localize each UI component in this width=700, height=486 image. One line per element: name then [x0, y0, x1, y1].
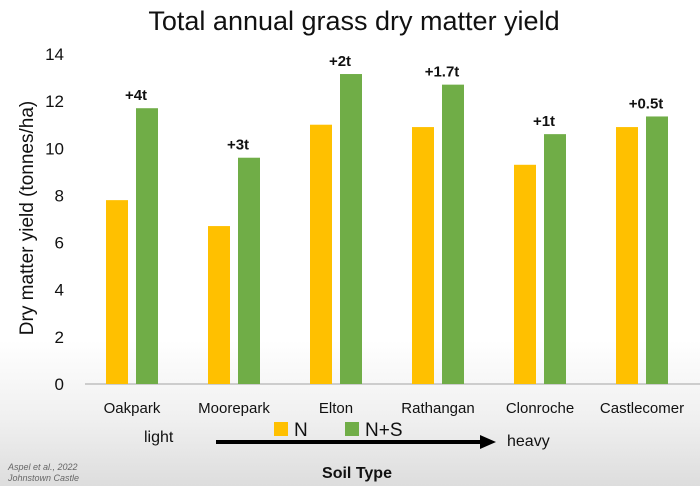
bar-n-oakpark: [106, 200, 128, 384]
x-tick-label: Elton: [319, 400, 353, 417]
bar-ns-elton: [340, 74, 362, 385]
bars: [106, 74, 668, 385]
y-tick-label: 10: [45, 139, 64, 158]
x-tick-label: Oakpark: [104, 400, 161, 417]
bar-n-moorepark: [208, 226, 230, 384]
bar-n-castlecomer: [616, 127, 638, 385]
bar-ns-clonroche: [544, 134, 566, 384]
x-tick-label: Rathangan: [401, 400, 474, 417]
heavy-label: heavy: [507, 433, 550, 450]
x-tick-label: Clonroche: [506, 400, 574, 417]
x-axis-ticks: Oakpark Moorepark Elton Rathangan Clonroche C…: [104, 400, 684, 417]
legend-label-n: N: [294, 420, 308, 441]
light-label: light: [144, 429, 174, 446]
y-tick-label: 0: [55, 375, 64, 394]
bar-ns-oakpark: [136, 108, 158, 384]
citation-line1: Aspel et al., 2022: [7, 462, 78, 472]
data-label: +2t: [329, 53, 351, 70]
y-tick-label: 2: [55, 328, 64, 347]
legend-swatch-ns: [345, 422, 359, 436]
citation-line2: Johnstown Castle: [7, 473, 79, 483]
y-tick-label: 8: [55, 186, 64, 205]
annotations: +4t +3t +2t +1.7t +1t +0.5t: [125, 53, 663, 154]
y-tick-label: 6: [55, 234, 64, 253]
data-label: +0.5t: [629, 95, 664, 112]
data-label: +3t: [227, 137, 249, 154]
data-label: +4t: [125, 87, 147, 104]
bar-n-rathangan: [412, 127, 434, 385]
legend: N N+S: [274, 420, 403, 441]
soil-scale-arrow-head: [480, 435, 496, 449]
data-label: +1t: [533, 113, 555, 130]
y-tick-label: 12: [45, 92, 64, 111]
chart-title: Total annual grass dry matter yield: [148, 6, 559, 36]
x-tick-label: Moorepark: [198, 400, 270, 417]
y-tick-label: 4: [55, 281, 64, 300]
bar-n-clonroche: [514, 164, 536, 384]
bar-ns-castlecomer: [646, 116, 668, 384]
bar-ns-rathangan: [442, 84, 464, 385]
bar-n-elton: [310, 124, 332, 384]
x-axis-label: Soil Type: [322, 465, 392, 482]
bar-ns-moorepark: [238, 157, 260, 384]
data-label: +1.7t: [425, 64, 460, 81]
legend-swatch-n: [274, 422, 288, 436]
x-tick-label: Castlecomer: [600, 400, 684, 417]
y-axis-label: Dry matter yield (tonnes/ha): [17, 101, 38, 335]
y-axis-ticks: 0 2 4 6 8 10 12 14: [45, 45, 64, 394]
y-tick-label: 14: [45, 45, 64, 64]
legend-label-ns: N+S: [365, 420, 403, 441]
